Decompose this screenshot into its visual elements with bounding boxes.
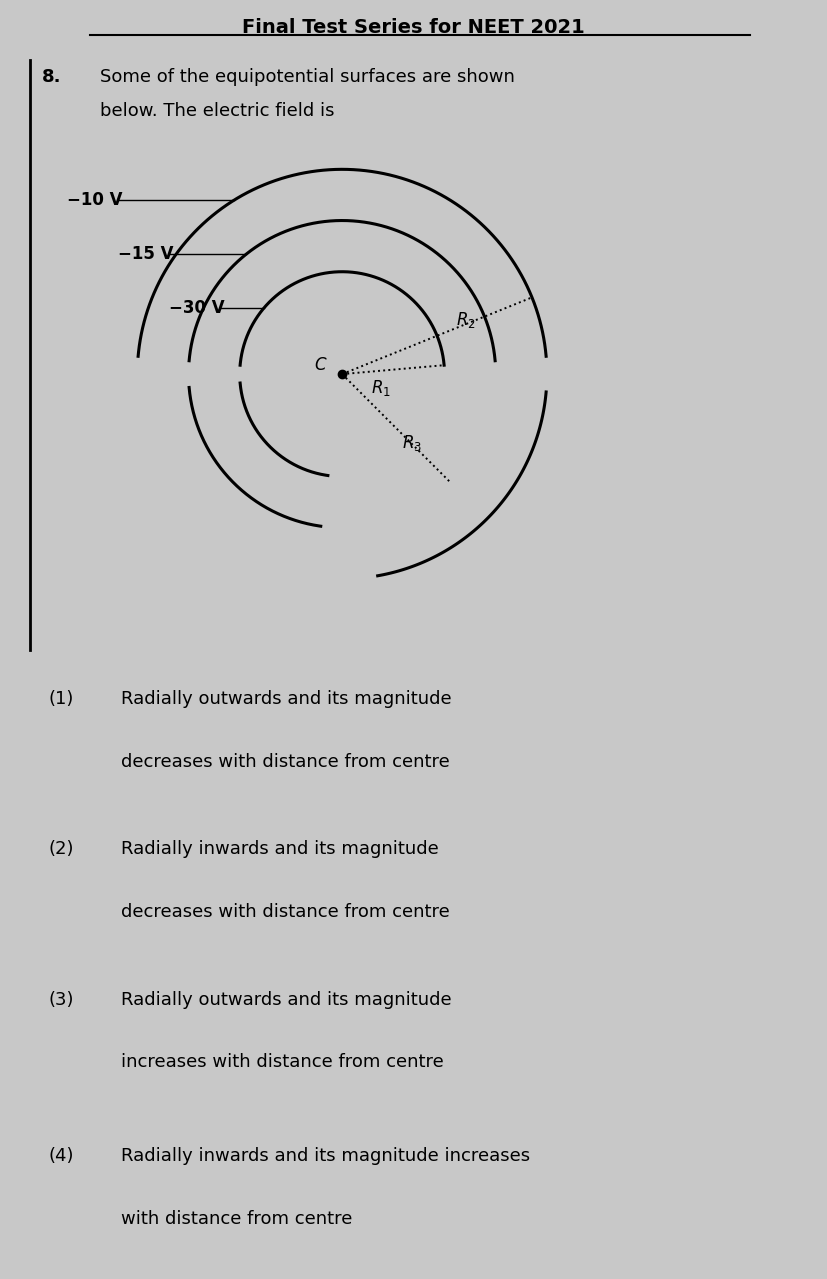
Text: decreases with distance from centre: decreases with distance from centre [121, 752, 450, 770]
Text: Final Test Series for NEET 2021: Final Test Series for NEET 2021 [242, 18, 585, 37]
Text: −15 V: −15 V [118, 246, 174, 263]
Text: Radially outwards and its magnitude: Radially outwards and its magnitude [121, 689, 452, 707]
Text: −30 V: −30 V [170, 298, 225, 317]
Text: (2): (2) [49, 840, 74, 858]
Text: (3): (3) [49, 991, 74, 1009]
Text: below. The electric field is: below. The electric field is [100, 102, 334, 120]
Text: 8.: 8. [42, 68, 61, 86]
Text: with distance from centre: with distance from centre [121, 1210, 352, 1228]
Text: (1): (1) [49, 689, 74, 707]
Text: $C$: $C$ [314, 356, 328, 373]
Text: decreases with distance from centre: decreases with distance from centre [121, 903, 450, 921]
Text: $R_3$: $R_3$ [402, 434, 422, 454]
Text: $R_1$: $R_1$ [371, 379, 391, 398]
Text: Radially inwards and its magnitude: Radially inwards and its magnitude [121, 840, 438, 858]
Text: increases with distance from centre: increases with distance from centre [121, 1054, 443, 1072]
Text: Some of the equipotential surfaces are shown: Some of the equipotential surfaces are s… [100, 68, 515, 86]
Text: −10 V: −10 V [67, 191, 122, 208]
Text: Radially inwards and its magnitude increases: Radially inwards and its magnitude incre… [121, 1147, 530, 1165]
Text: Radially outwards and its magnitude: Radially outwards and its magnitude [121, 991, 452, 1009]
Text: (4): (4) [49, 1147, 74, 1165]
Text: $R_2$: $R_2$ [456, 311, 476, 330]
